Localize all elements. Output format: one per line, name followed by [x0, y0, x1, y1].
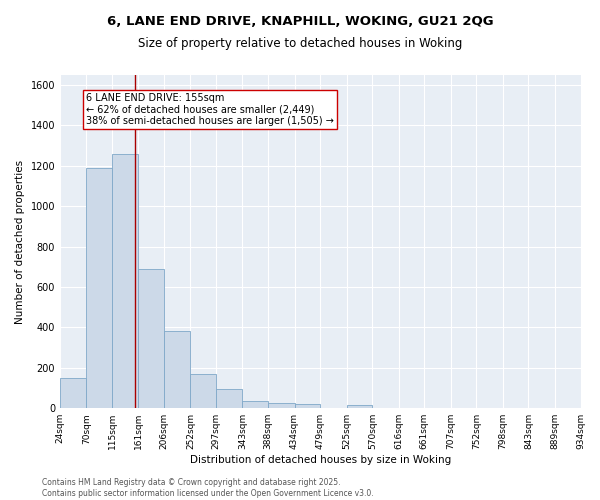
Bar — [268, 403, 295, 408]
Bar — [86, 168, 112, 408]
Text: 6, LANE END DRIVE, KNAPHILL, WOKING, GU21 2QG: 6, LANE END DRIVE, KNAPHILL, WOKING, GU2… — [107, 15, 493, 28]
Text: Contains HM Land Registry data © Crown copyright and database right 2025.
Contai: Contains HM Land Registry data © Crown c… — [42, 478, 374, 498]
X-axis label: Distribution of detached houses by size in Woking: Distribution of detached houses by size … — [190, 455, 451, 465]
Text: Size of property relative to detached houses in Woking: Size of property relative to detached ho… — [138, 38, 462, 51]
Text: 6 LANE END DRIVE: 155sqm
← 62% of detached houses are smaller (2,449)
38% of sem: 6 LANE END DRIVE: 155sqm ← 62% of detach… — [86, 93, 334, 126]
Bar — [60, 378, 86, 408]
Bar — [347, 405, 373, 408]
Bar — [295, 404, 320, 408]
Bar — [216, 389, 242, 408]
Bar — [190, 374, 216, 408]
Bar — [242, 401, 268, 408]
Bar — [139, 269, 164, 408]
Y-axis label: Number of detached properties: Number of detached properties — [15, 160, 25, 324]
Bar — [112, 154, 139, 408]
Bar — [164, 332, 190, 408]
